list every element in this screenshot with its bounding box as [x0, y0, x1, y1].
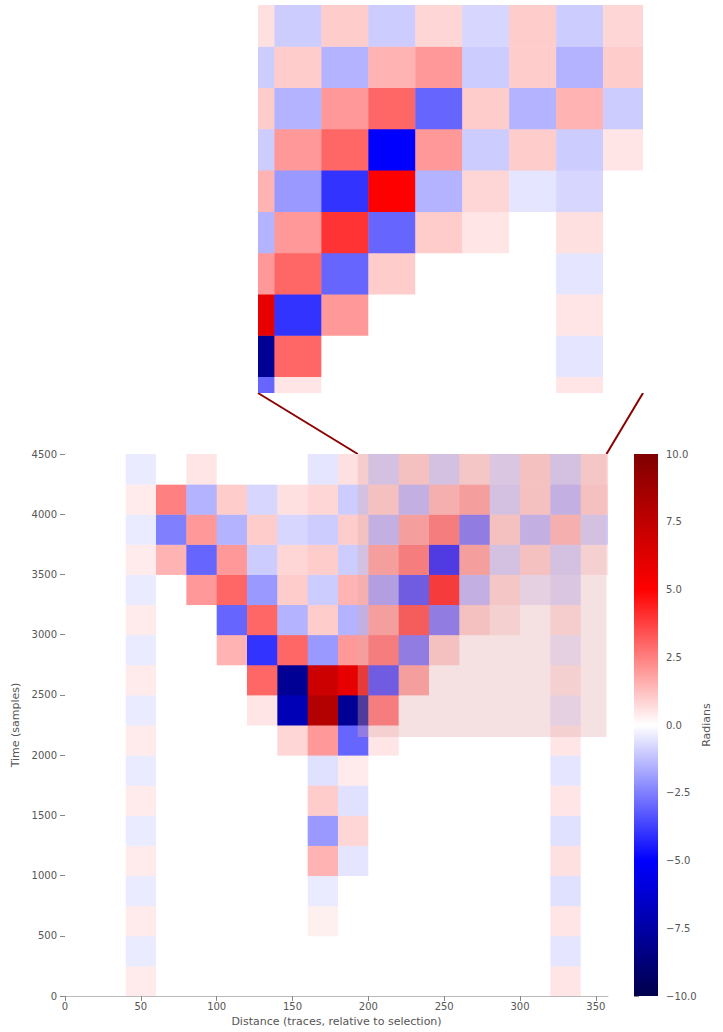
svg-text:0.0: 0.0: [666, 720, 682, 731]
svg-text:−2.5: −2.5: [666, 787, 690, 798]
svg-text:−7.5: −7.5: [666, 923, 690, 934]
svg-text:150: 150: [283, 1001, 302, 1012]
svg-text:3500: 3500: [32, 569, 57, 580]
svg-text:300: 300: [510, 1001, 529, 1012]
svg-text:1500: 1500: [32, 810, 57, 821]
svg-text:10.0: 10.0: [666, 449, 688, 460]
svg-text:5.0: 5.0: [666, 584, 682, 595]
svg-text:2500: 2500: [32, 689, 57, 700]
svg-text:−10.0: −10.0: [666, 991, 697, 1002]
svg-text:250: 250: [435, 1001, 454, 1012]
svg-text:−5.0: −5.0: [666, 855, 690, 866]
svg-text:4500: 4500: [32, 449, 57, 460]
svg-text:Time (samples): Time (samples): [9, 683, 22, 769]
svg-text:200: 200: [359, 1001, 378, 1012]
svg-text:350: 350: [586, 1001, 605, 1012]
svg-text:500: 500: [38, 930, 57, 941]
svg-text:1000: 1000: [32, 870, 57, 881]
svg-text:0: 0: [51, 991, 57, 1002]
svg-text:7.5: 7.5: [666, 516, 682, 527]
svg-text:100: 100: [207, 1001, 226, 1012]
svg-text:2.5: 2.5: [666, 652, 682, 663]
svg-text:3000: 3000: [32, 629, 57, 640]
svg-text:Radians: Radians: [700, 703, 713, 747]
svg-text:0: 0: [62, 1001, 68, 1012]
svg-text:2000: 2000: [32, 750, 57, 761]
svg-text:50: 50: [134, 1001, 147, 1012]
svg-text:4000: 4000: [32, 509, 57, 520]
svg-text:Distance (traces, relative to: Distance (traces, relative to selection): [231, 1015, 441, 1028]
